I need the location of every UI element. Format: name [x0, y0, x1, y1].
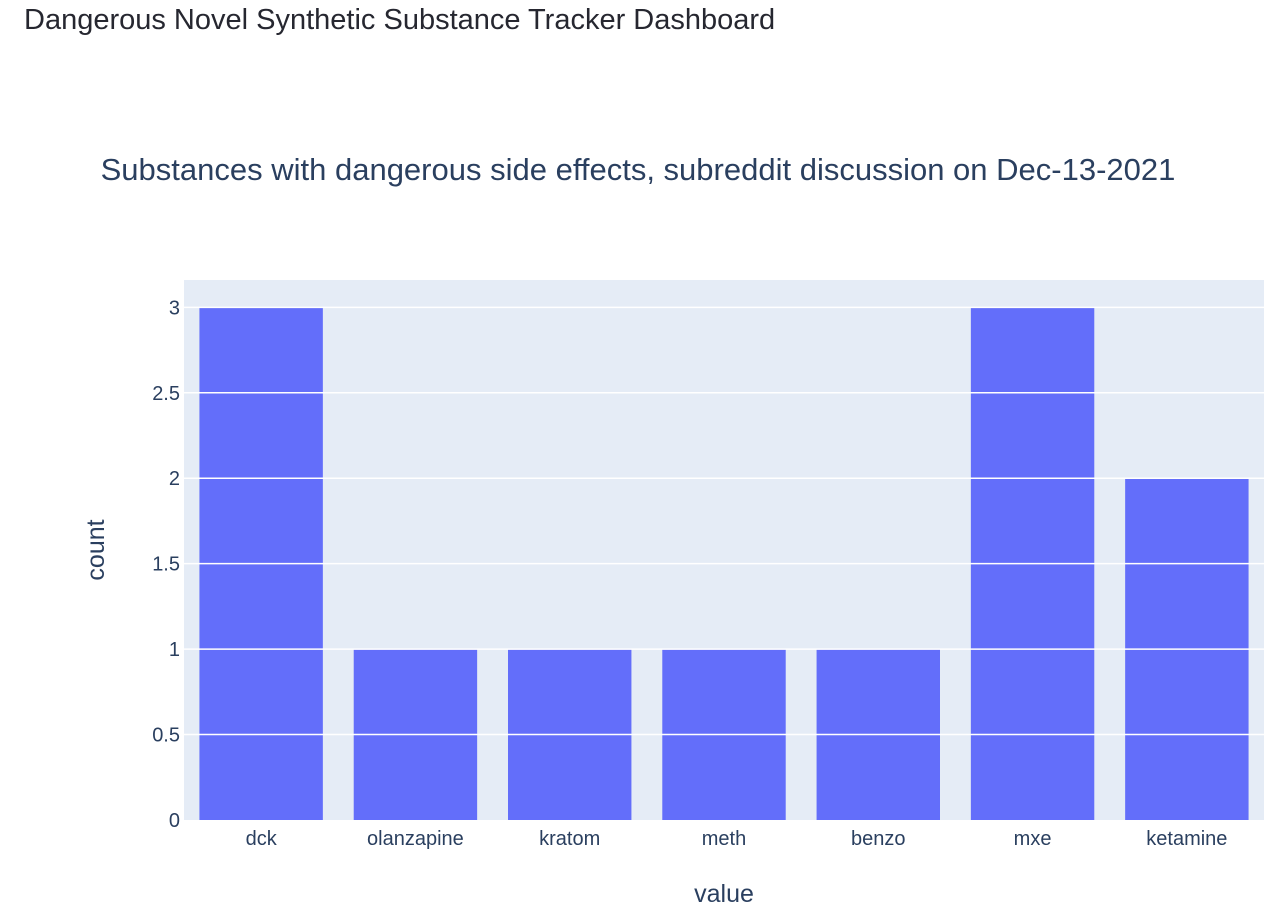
x-tick-label-dck: dck — [246, 828, 278, 850]
y-tick-label: 2 — [169, 468, 180, 490]
x-axis-title: value — [694, 880, 754, 908]
y-tick-label: 2.5 — [152, 383, 180, 405]
x-axis-ticks: dck olanzapine kratom meth benzo mxe ketamine — [246, 828, 1228, 850]
chart-title: Substances with dangerous side effects, … — [101, 152, 1176, 187]
x-tick-label-meth: meth — [702, 828, 746, 850]
dashboard-title: Dangerous Novel Synthetic Substance Trac… — [24, 4, 776, 36]
y-tick-label: 0 — [169, 810, 180, 832]
x-tick-label-kratom: kratom — [539, 828, 600, 850]
x-tick-label-benzo: benzo — [851, 828, 906, 850]
y-axis-ticks: 0 0.5 1 1.5 2 2.5 3 — [152, 297, 180, 832]
x-tick-label-ketamine: ketamine — [1146, 828, 1227, 850]
y-tick-label: 1 — [169, 639, 180, 661]
y-tick-label: 1.5 — [152, 554, 180, 576]
x-tick-label-olanzapine: olanzapine — [367, 828, 464, 850]
x-tick-label-mxe: mxe — [1014, 828, 1052, 850]
bars — [184, 306, 1264, 820]
y-tick-label: 3 — [169, 297, 180, 319]
y-axis-title: count — [82, 519, 110, 580]
y-tick-label: 0.5 — [152, 725, 180, 747]
